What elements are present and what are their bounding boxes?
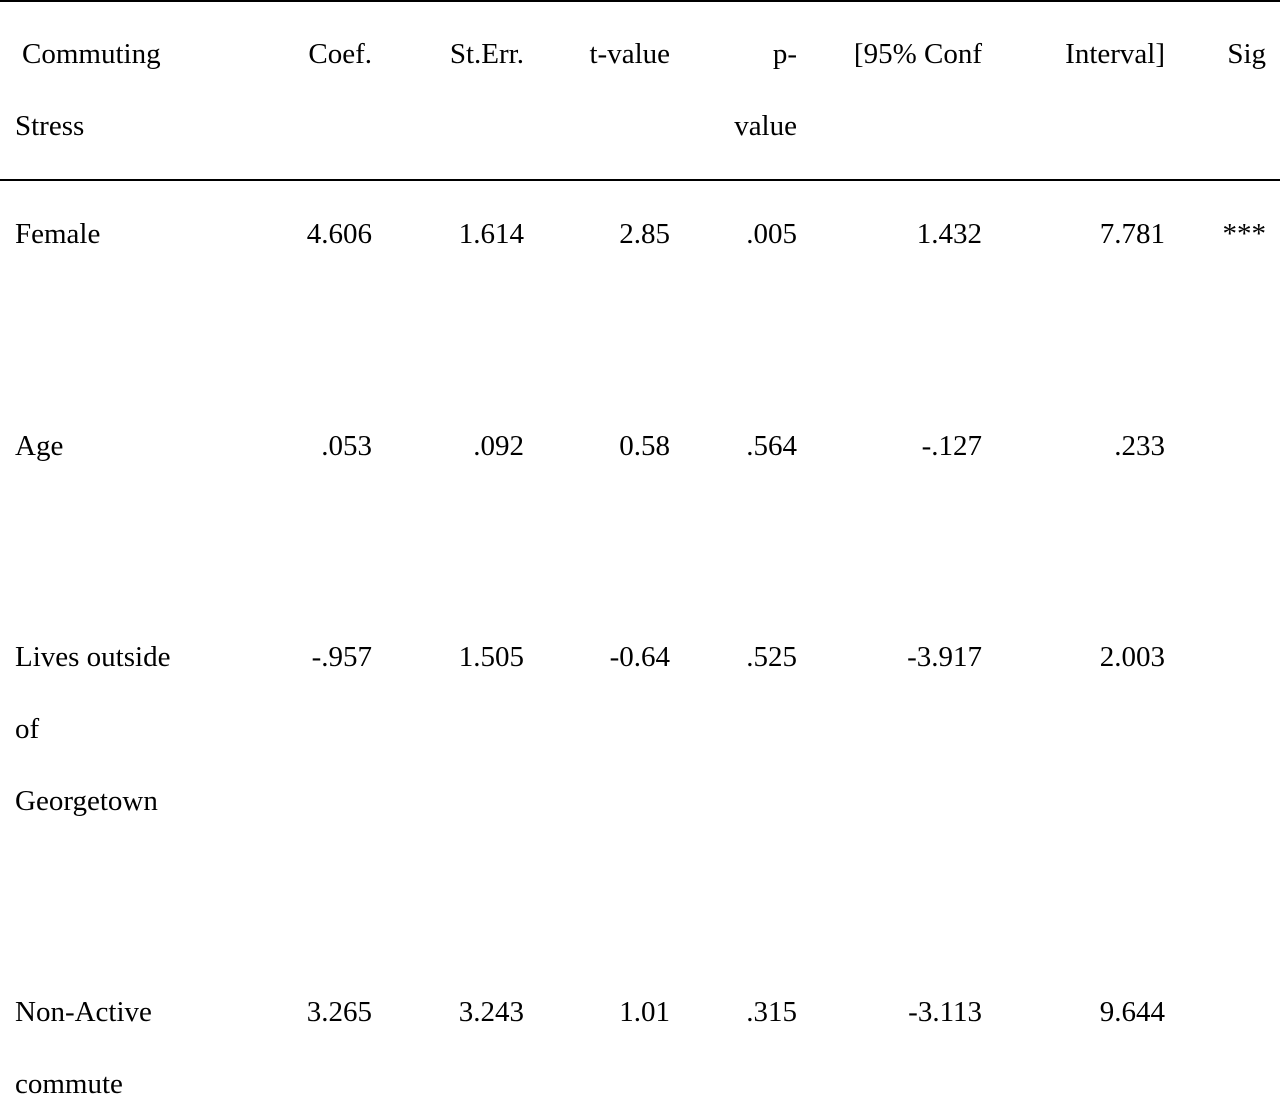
table-row-label: Female: [15, 198, 245, 270]
cell-coef: 4.606: [306, 218, 372, 250]
cell-p-value: .525: [746, 641, 797, 673]
cell-ci-low: -3.917: [907, 641, 982, 673]
cell-t-value: -0.64: [609, 641, 670, 673]
cell-ci-low: -.127: [921, 430, 982, 462]
cell-st-err: .092: [473, 430, 524, 462]
cell-ci-high: 2.003: [1099, 641, 1165, 673]
header-t-value: t-value: [589, 38, 670, 70]
row-label-line: Female: [15, 218, 101, 250]
cell-ci-low: -3.113: [908, 996, 982, 1028]
header-p-line-2: value: [734, 110, 797, 142]
header-st-err: St.Err.: [449, 38, 524, 70]
table-row-label: Age: [15, 410, 245, 482]
header-commuting-stress: Commuting Stress: [15, 18, 245, 162]
cell-p-value: .005: [746, 218, 797, 250]
table-header-rule: [0, 179, 1280, 181]
cell-sig: ***: [1222, 218, 1267, 250]
cell-st-err: 1.614: [458, 218, 524, 250]
row-label-line: commute: [15, 1068, 123, 1100]
row-label-line: Non-Active: [15, 996, 152, 1028]
cell-t-value: 2.85: [619, 218, 670, 250]
row-label-line: Lives outside: [15, 641, 171, 673]
table-top-rule: [0, 0, 1280, 2]
row-label-line: Georgetown: [15, 785, 158, 817]
header-ci-high: Interval]: [1065, 38, 1165, 70]
cell-st-err: 1.505: [458, 641, 524, 673]
header-coef: Coef.: [308, 38, 372, 70]
cell-t-value: 1.01: [619, 996, 670, 1028]
cell-ci-low: 1.432: [916, 218, 982, 250]
header-ci-low: [95% Conf: [853, 38, 982, 70]
cell-ci-high: 7.781: [1099, 218, 1165, 250]
table-row-label: Non-Active commute: [15, 976, 245, 1120]
cell-coef: -.957: [311, 641, 372, 673]
row-label-line: Age: [15, 430, 64, 462]
header-p-line-1: p-: [772, 38, 797, 70]
cell-coef: .053: [321, 430, 372, 462]
header-label-line-2: Stress: [15, 110, 85, 142]
cell-ci-high: .233: [1114, 430, 1165, 462]
cell-coef: 3.265: [306, 996, 372, 1028]
table-row-label: Lives outside of Georgetown: [15, 621, 245, 837]
cell-ci-high: 9.644: [1099, 996, 1165, 1028]
cell-p-value: .315: [746, 996, 797, 1028]
cell-st-err: 3.243: [458, 996, 524, 1028]
cell-t-value: 0.58: [619, 430, 670, 462]
row-label-line: of: [15, 713, 40, 745]
header-p-value: p- value: [690, 18, 797, 162]
header-sig: Sig: [1227, 38, 1266, 70]
cell-p-value: .564: [746, 430, 797, 462]
header-label-line-1: Commuting: [22, 38, 161, 70]
